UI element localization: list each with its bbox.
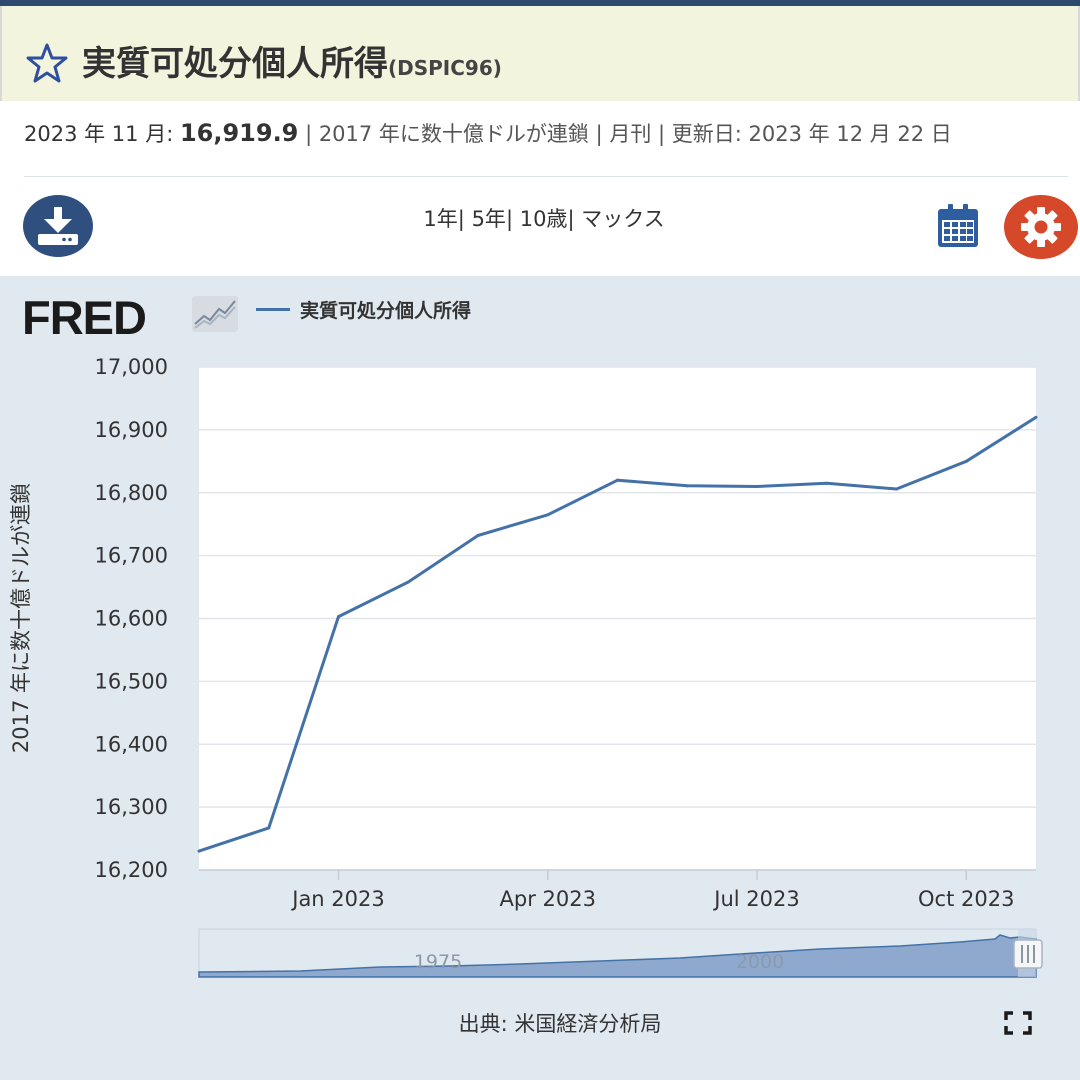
- gridlines: [199, 366, 1036, 871]
- y-tick-label: 16,400: [95, 732, 168, 756]
- gear-icon: [1021, 207, 1061, 247]
- fred-chart-logo-icon: [192, 296, 238, 332]
- data-point[interactable]: [895, 487, 898, 491]
- x-tick-label: Jan 2023: [290, 887, 385, 911]
- y-tick-label: 16,700: [95, 544, 168, 568]
- x-tick-label: Oct 2023: [918, 887, 1014, 911]
- navigator-label-1975: 1975: [414, 951, 462, 973]
- y-tick-label: 16,200: [95, 858, 168, 882]
- data-point[interactable]: [267, 826, 271, 830]
- download-icon: [38, 207, 78, 245]
- range-max[interactable]: マックス: [581, 207, 665, 231]
- fred-logo[interactable]: FRED: [22, 291, 147, 344]
- data-point[interactable]: [1034, 415, 1038, 419]
- series-id: (DSPIC96): [388, 56, 502, 80]
- page-title: 実質可処分個人所得(DSPIC96): [82, 36, 502, 85]
- series-points: [197, 415, 1038, 853]
- range-navigator[interactable]: 1975 2000: [0, 925, 1080, 985]
- data-point[interactable]: [825, 481, 829, 485]
- navigator-handle[interactable]: [1013, 939, 1043, 969]
- y-tick-label: 16,900: [95, 418, 168, 442]
- divider: [24, 176, 1068, 177]
- legend-label: 実質可処分個人所得: [300, 300, 472, 322]
- series-meta: 2023 年 11 月: 16,919.9 | 2017 年に数十億ドルが連鎖 …: [24, 118, 1064, 148]
- y-tick-label: 16,500: [95, 669, 168, 693]
- series-header: 実質可処分個人所得(DSPIC96): [0, 6, 1080, 101]
- download-button[interactable]: [23, 195, 93, 257]
- top-accent-bar: [0, 0, 1080, 6]
- source-note: 出典: 米国経済分析局: [458, 1012, 662, 1036]
- chart-legend[interactable]: 実質可処分個人所得: [256, 296, 471, 324]
- data-point[interactable]: [406, 580, 410, 584]
- range-1y[interactable]: 1年: [423, 207, 458, 231]
- y-tick-label: 16,800: [95, 481, 168, 505]
- observation-value: 16,919.9: [179, 119, 299, 147]
- data-point[interactable]: [476, 534, 480, 538]
- data-point[interactable]: [197, 849, 201, 853]
- navigator-label-2000: 2000: [736, 951, 784, 973]
- y-tick-label: 16,600: [95, 607, 168, 631]
- x-tick-label: Jul 2023: [712, 887, 799, 911]
- y-tick-label: 17,000: [95, 355, 168, 379]
- calendar-icon[interactable]: [936, 203, 980, 249]
- x-tick-label: Apr 2023: [500, 887, 596, 911]
- star-outline-icon[interactable]: [26, 42, 68, 84]
- y-axis: 16,200 16,300 16,400 16,500 16,600 16,700 16,8…: [95, 355, 168, 882]
- data-point[interactable]: [546, 513, 550, 517]
- fullscreen-icon[interactable]: [1004, 1011, 1032, 1035]
- data-point[interactable]: [685, 484, 689, 488]
- data-point[interactable]: [755, 484, 759, 488]
- series-units-frequency-updated: | 2017 年に数十億ドルが連鎖 | 月刊 | 更新日: 2023 年 12 …: [298, 122, 952, 146]
- x-axis: Jan 2023 Apr 2023 Jul 2023 Oct 2023: [290, 870, 1014, 911]
- y-tick-label: 16,300: [95, 795, 168, 819]
- range-selector: 1年| 5年| 10歳| マックス: [423, 207, 665, 231]
- line-chart[interactable]: 16,200 16,300 16,400 16,500 16,600 16,700 16,8…: [0, 340, 1080, 920]
- data-point[interactable]: [337, 615, 340, 619]
- legend-swatch: [256, 308, 290, 311]
- data-point[interactable]: [964, 459, 968, 463]
- data-point[interactable]: [616, 478, 619, 482]
- range-10y[interactable]: 10歳: [519, 207, 568, 231]
- observation-date: 2023 年 11 月:: [24, 122, 180, 146]
- range-5y[interactable]: 5年: [471, 207, 506, 231]
- series-title: 実質可処分個人所得: [82, 44, 388, 84]
- settings-button[interactable]: [1004, 195, 1078, 259]
